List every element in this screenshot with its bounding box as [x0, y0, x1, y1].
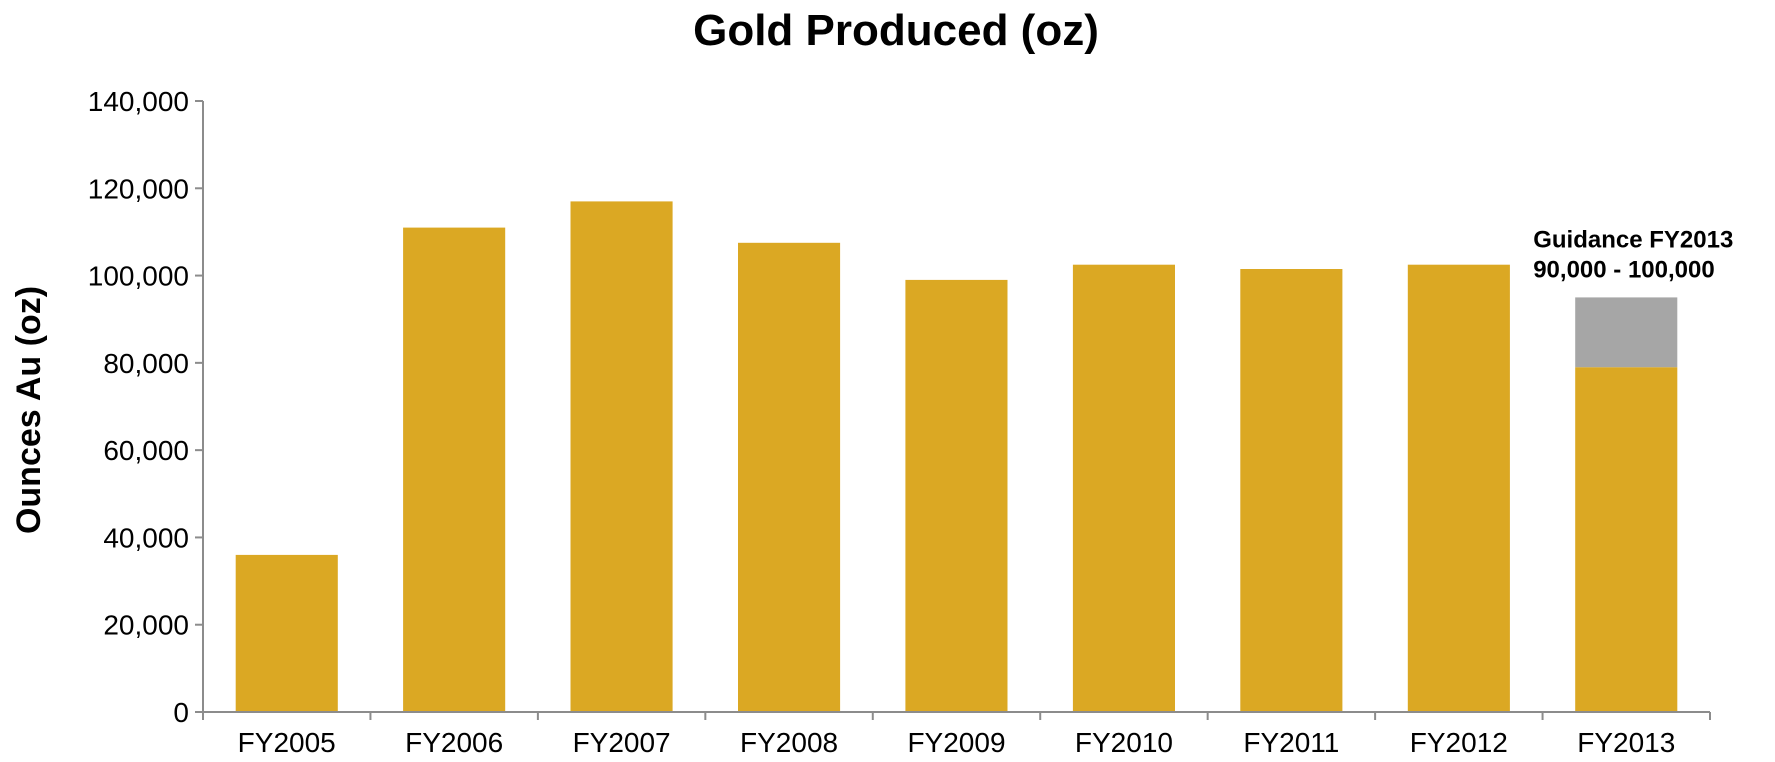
y-tick-label: 140,000 [88, 86, 189, 117]
y-tick-label: 20,000 [103, 610, 189, 641]
annotation-line: 90,000 - 100,000 [1533, 256, 1715, 283]
x-tick-label-fy2008: FY2008 [740, 727, 838, 757]
bar-fy2006 [403, 227, 506, 712]
bars-layer [235, 201, 1678, 713]
bar-fy2005 [235, 554, 338, 712]
bar-fy2009 [905, 279, 1008, 712]
x-tick-label-fy2012: FY2012 [1410, 727, 1508, 757]
x-tick-label-fy2006: FY2006 [405, 727, 503, 757]
chart-title: Gold Produced (oz) [693, 6, 1099, 55]
bar-fy2012 [1407, 264, 1510, 712]
x-tick-label-fy2007: FY2007 [573, 727, 671, 757]
bar-fy2013 [1575, 367, 1678, 712]
bar-fy2007 [570, 201, 673, 712]
y-tick-label: 0 [173, 697, 189, 728]
x-tick-label-fy2011: FY2011 [1243, 727, 1339, 757]
x-tick-label-fy2013: FY2013 [1577, 727, 1675, 757]
x-tick-label-fy2009: FY2009 [907, 727, 1005, 757]
bar-fy2011 [1240, 269, 1343, 712]
y-tick-label: 120,000 [88, 173, 189, 204]
bar-fy2013-segment-1 [1575, 297, 1678, 368]
bar-fy2010 [1072, 264, 1175, 712]
axes-layer: 0 20,000 40,000 60,000 80,000 100,000 120,000 1… [88, 86, 1711, 758]
x-tick-label-fy2005: FY2005 [238, 727, 336, 757]
y-axis-label: Ounces Au (oz) [10, 286, 48, 534]
x-tick-label-fy2010: FY2010 [1075, 727, 1173, 757]
annotation-layer: Guidance FY2013 90,000 - 100,000 [1533, 226, 1733, 283]
y-tick-label: 60,000 [103, 435, 189, 466]
y-tick-label: 100,000 [88, 261, 189, 292]
y-tick-label: 40,000 [103, 522, 189, 553]
y-tick-label: 80,000 [103, 348, 189, 379]
bar-fy2008 [738, 242, 841, 713]
annotation-line: Guidance FY2013 [1533, 226, 1733, 253]
